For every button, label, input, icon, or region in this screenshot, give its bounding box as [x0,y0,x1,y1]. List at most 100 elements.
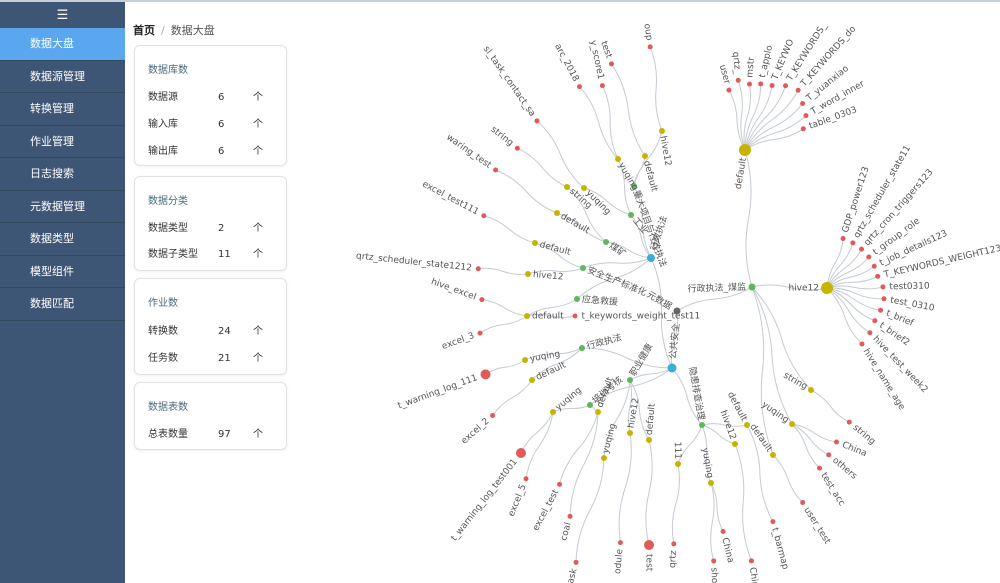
leaf-node[interactable] [872,318,878,324]
center-node[interactable] [667,363,677,373]
leaf-node[interactable] [493,167,499,173]
leaf-node[interactable] [859,246,865,252]
category-node[interactable] [808,387,814,393]
group-node[interactable] [631,183,637,189]
leaf-node[interactable] [769,82,775,88]
leaf-node[interactable] [599,83,605,89]
leaf-node[interactable] [834,439,840,445]
sidebar-item-jobs[interactable]: 作业管理 [0,126,125,158]
category-node[interactable] [615,156,621,162]
menu-toggle-icon[interactable]: ☰ [56,7,69,23]
leaf-node[interactable] [515,447,526,458]
category-node[interactable] [659,128,665,134]
leaf-node[interactable] [880,284,886,290]
category-node[interactable] [739,144,751,156]
metadata-tree-graph[interactable]: GDP_power123qrtz_scheduler_state11qrtz_c… [315,2,1000,583]
category-node[interactable] [646,437,652,443]
category-node[interactable] [595,409,601,415]
leaf-node[interactable] [859,341,865,347]
leaf-node[interactable] [850,240,856,246]
leaf-node[interactable] [800,499,806,505]
group-node[interactable] [748,283,756,291]
group-node[interactable] [628,212,634,218]
group-node[interactable] [627,377,633,383]
sidebar-item-datasource[interactable]: 数据源管理 [0,61,125,93]
sidebar-item-dashboard[interactable]: 数据大盘 [0,28,125,61]
group-node[interactable] [580,265,586,271]
leaf-node[interactable] [514,145,520,151]
group-node[interactable] [579,345,585,351]
group-node[interactable] [603,239,609,245]
leaf-node[interactable] [671,541,677,547]
leaf-node[interactable] [573,559,579,565]
category-node[interactable] [744,422,750,428]
leaf-node[interactable] [481,213,487,219]
category-node[interactable] [601,455,607,461]
sidebar-item-metadata[interactable]: 元数据管理 [0,191,125,223]
group-node[interactable] [587,402,593,408]
category-node[interactable] [564,184,570,190]
leaf-node[interactable] [577,84,583,90]
category-node[interactable] [732,441,738,447]
leaf-node[interactable] [534,118,540,124]
category-node[interactable] [522,357,528,363]
leaf-node[interactable] [617,540,623,546]
leaf-node[interactable] [826,452,832,458]
category-node[interactable] [554,210,560,216]
sidebar-item-model-components[interactable]: 模型组件 [0,256,125,288]
category-node[interactable] [708,480,714,486]
leaf-node[interactable] [881,296,887,302]
breadcrumb-home[interactable]: 首页 [133,24,155,37]
category-node[interactable] [525,271,531,277]
leaf-node[interactable] [795,87,801,93]
group-node[interactable] [699,422,705,428]
category-node[interactable] [642,153,648,159]
leaf-node[interactable] [840,236,846,242]
leaf-node[interactable] [479,297,485,303]
leaf-node[interactable] [477,330,483,336]
leaf-node[interactable] [758,81,764,87]
leaf-node[interactable] [800,101,806,107]
hub-node[interactable] [673,307,681,315]
category-node[interactable] [821,282,833,294]
leaf-node[interactable] [490,412,496,418]
category-node[interactable] [532,240,538,246]
leaf-node[interactable] [726,87,732,93]
leaf-node[interactable] [572,313,578,319]
category-node[interactable] [675,461,681,467]
category-node[interactable] [581,185,587,191]
leaf-node[interactable] [720,529,726,535]
leaf-node[interactable] [846,419,852,425]
sidebar-item-data-matching[interactable]: 数据匹配 [0,288,125,321]
group-node[interactable] [574,296,580,302]
leaf-node[interactable] [475,266,481,272]
leaf-node[interactable] [866,254,872,260]
category-node[interactable] [627,430,633,436]
leaf-node[interactable] [480,369,491,380]
leaf-node[interactable] [875,273,881,279]
leaf-node[interactable] [783,83,789,89]
leaf-node[interactable] [770,519,776,525]
leaf-node[interactable] [711,558,717,564]
leaf-node[interactable] [735,77,741,83]
leaf-node[interactable] [746,81,752,87]
leaf-node[interactable] [557,481,563,487]
category-node[interactable] [529,377,535,383]
category-node[interactable] [550,409,556,415]
category-node[interactable] [524,313,530,319]
leaf-node[interactable] [803,113,809,119]
leaf-node[interactable] [871,263,877,269]
sidebar-item-log-search[interactable]: 日志搜索 [0,158,125,191]
sidebar-item-data-types[interactable]: 数据类型 [0,223,125,256]
category-node[interactable] [770,452,776,458]
hub-node[interactable] [647,254,655,262]
category-node[interactable] [789,421,795,427]
leaf-node[interactable] [800,126,806,132]
leaf-node[interactable] [878,307,884,313]
leaf-node[interactable] [748,558,754,564]
leaf-node[interactable] [867,330,873,336]
leaf-node[interactable] [644,540,654,550]
leaf-node[interactable] [567,513,573,519]
leaf-node[interactable] [647,44,653,50]
leaf-node[interactable] [817,465,823,471]
